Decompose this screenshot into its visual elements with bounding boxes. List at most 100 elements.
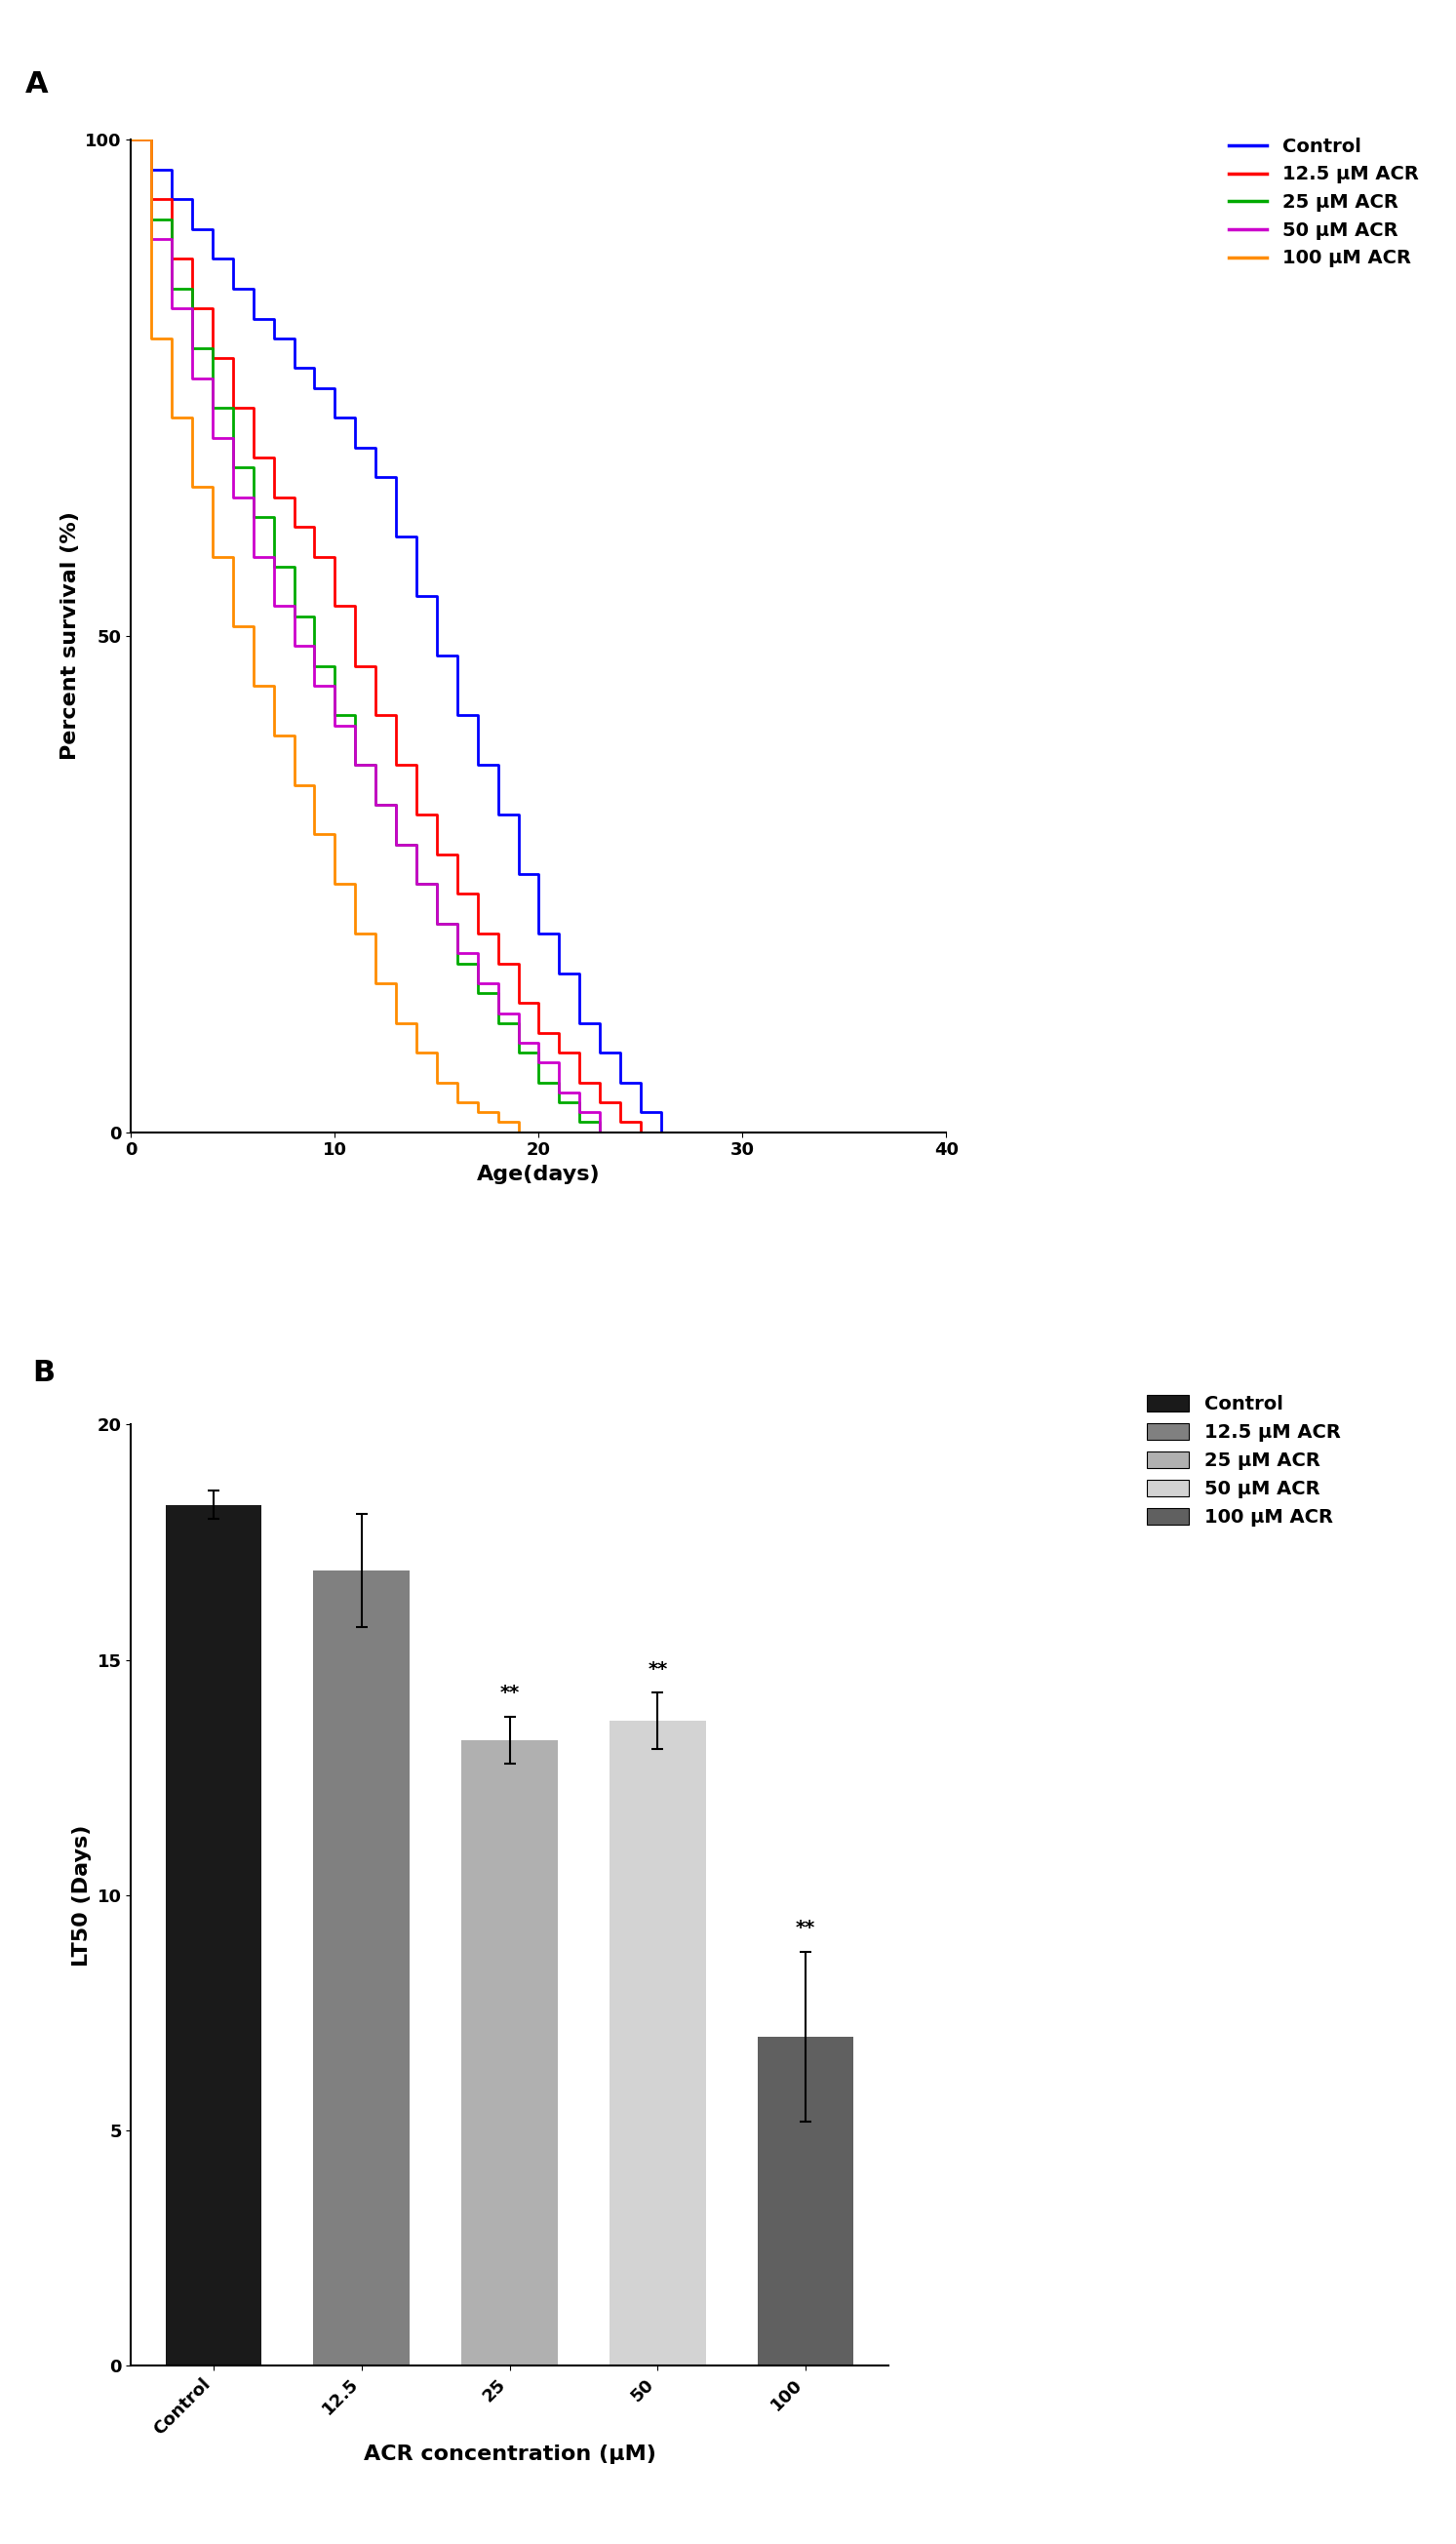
100 μM ACR (428, 1068, 446, 1099)
Line: 12.5 μM ACR: 12.5 μM ACR (131, 140, 946, 1132)
Control (326, 374, 344, 404)
100 μM ACR (550, 1117, 568, 1147)
100 μM ACR (183, 471, 201, 501)
100 μM ACR (163, 323, 181, 354)
100 μM ACR (143, 125, 160, 155)
Control (306, 354, 323, 384)
Y-axis label: LT50 (Days): LT50 (Days) (73, 1824, 92, 1967)
25 μM ACR (163, 272, 181, 303)
100 μM ACR (347, 918, 364, 949)
Control (326, 402, 344, 432)
12.5 μM ACR (448, 840, 466, 870)
50 μM ACR (306, 669, 323, 700)
12.5 μM ACR (143, 125, 160, 155)
25 μM ACR (122, 125, 140, 155)
Text: **: ** (499, 1684, 520, 1702)
X-axis label: Age(days): Age(days) (478, 1165, 600, 1183)
50 μM ACR (469, 939, 486, 969)
100 μM ACR (285, 768, 303, 799)
50 μM ACR (448, 908, 466, 939)
100 μM ACR (245, 611, 262, 641)
100 μM ACR (510, 1117, 527, 1147)
Text: A: A (25, 71, 48, 99)
100 μM ACR (550, 1117, 568, 1147)
100 μM ACR (367, 967, 384, 997)
12.5 μM ACR (632, 1117, 649, 1147)
100 μM ACR (347, 868, 364, 898)
Bar (610, 1722, 706, 2366)
25 μM ACR (306, 651, 323, 682)
25 μM ACR (612, 1117, 629, 1147)
Control (510, 799, 527, 829)
50 μM ACR (938, 1117, 955, 1147)
Bar (462, 1740, 558, 2366)
25 μM ACR (938, 1117, 955, 1147)
100 μM ACR (591, 1117, 609, 1147)
Text: B: B (32, 1358, 55, 1386)
100 μM ACR (428, 1038, 446, 1068)
100 μM ACR (489, 1107, 507, 1137)
12.5 μM ACR (122, 125, 140, 155)
25 μM ACR (448, 908, 466, 939)
100 μM ACR (285, 720, 303, 750)
100 μM ACR (530, 1117, 547, 1147)
Line: 100 μM ACR: 100 μM ACR (131, 140, 946, 1132)
100 μM ACR (571, 1117, 588, 1147)
100 μM ACR (510, 1107, 527, 1137)
25 μM ACR (591, 1117, 609, 1147)
100 μM ACR (938, 1117, 955, 1147)
100 μM ACR (469, 1096, 486, 1127)
50 μM ACR (591, 1117, 609, 1147)
100 μM ACR (224, 542, 242, 572)
100 μM ACR (326, 868, 344, 898)
Control (285, 323, 303, 354)
100 μM ACR (530, 1117, 547, 1147)
100 μM ACR (122, 125, 140, 155)
Y-axis label: Percent survival (%): Percent survival (%) (60, 511, 80, 761)
12.5 μM ACR (469, 918, 486, 949)
100 μM ACR (306, 819, 323, 850)
Control (224, 272, 242, 303)
Control (122, 125, 140, 155)
Control (652, 1117, 670, 1147)
100 μM ACR (408, 1007, 425, 1038)
12.5 μM ACR (489, 949, 507, 979)
100 μM ACR (204, 471, 221, 501)
Text: **: ** (796, 1918, 815, 1939)
Line: Control: Control (131, 140, 946, 1132)
Bar (166, 1504, 262, 2366)
Control (938, 1117, 955, 1147)
25 μM ACR (367, 789, 384, 819)
100 μM ACR (387, 967, 405, 997)
100 μM ACR (163, 402, 181, 432)
Legend: Control, 12.5 μM ACR, 25 μM ACR, 50 μM ACR, 100 μM ACR: Control, 12.5 μM ACR, 25 μM ACR, 50 μM A… (1140, 1386, 1348, 1534)
100 μM ACR (489, 1096, 507, 1127)
100 μM ACR (265, 669, 282, 700)
Text: **: ** (648, 1661, 667, 1679)
25 μM ACR (469, 949, 486, 979)
Line: 25 μM ACR: 25 μM ACR (131, 140, 946, 1132)
100 μM ACR (306, 768, 323, 799)
100 μM ACR (204, 542, 221, 572)
Bar (757, 2035, 853, 2366)
X-axis label: ACR concentration (μM): ACR concentration (μM) (364, 2445, 655, 2465)
Bar (313, 1570, 409, 2366)
Legend: Control, 12.5 μM ACR, 25 μM ACR, 50 μM ACR, 100 μM ACR: Control, 12.5 μM ACR, 25 μM ACR, 50 μM A… (1222, 130, 1425, 275)
50 μM ACR (163, 293, 181, 323)
50 μM ACR (367, 789, 384, 819)
100 μM ACR (245, 669, 262, 700)
50 μM ACR (612, 1117, 629, 1147)
100 μM ACR (408, 1038, 425, 1068)
12.5 μM ACR (938, 1117, 955, 1147)
100 μM ACR (591, 1117, 609, 1147)
100 μM ACR (469, 1086, 486, 1117)
50 μM ACR (122, 125, 140, 155)
100 μM ACR (224, 611, 242, 641)
100 μM ACR (143, 323, 160, 354)
100 μM ACR (183, 402, 201, 432)
100 μM ACR (387, 1007, 405, 1038)
Line: 50 μM ACR: 50 μM ACR (131, 140, 946, 1132)
12.5 μM ACR (326, 590, 344, 621)
100 μM ACR (326, 819, 344, 850)
100 μM ACR (367, 918, 384, 949)
